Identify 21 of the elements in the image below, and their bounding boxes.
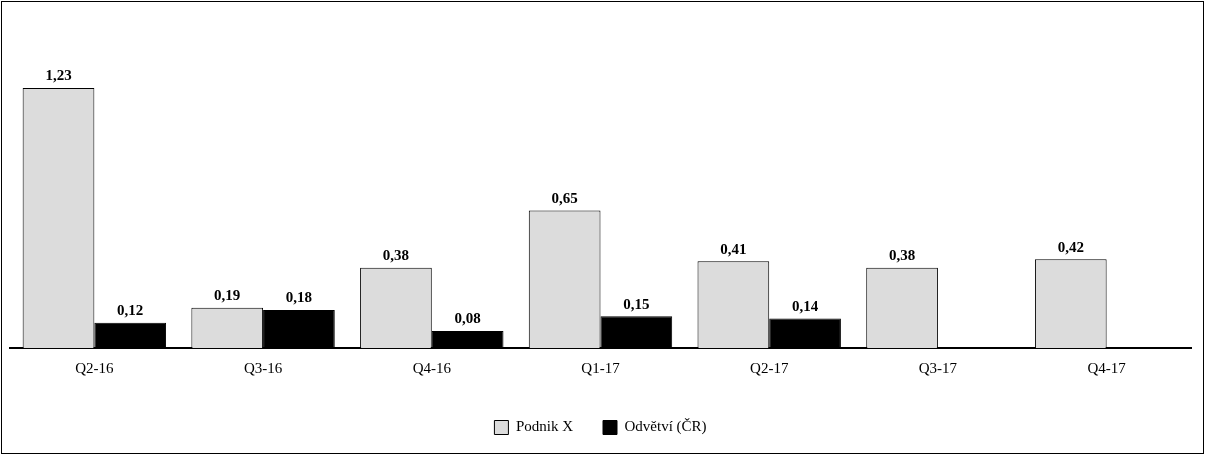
data-label: 0,18 xyxy=(285,289,313,306)
data-label: 0,41 xyxy=(720,240,747,257)
legend-label: Odvětví (ČR) xyxy=(624,418,707,436)
data-label: 0,38 xyxy=(888,247,916,264)
x-tick-label: Q2-17 xyxy=(750,359,789,376)
x-tick-label: Q4-17 xyxy=(1087,359,1127,376)
x-tick-label: Q2-16 xyxy=(75,359,115,376)
data-label: 0,14 xyxy=(791,297,819,314)
x-tick-label: Q3-16 xyxy=(243,359,283,376)
data-label: 1,23 xyxy=(45,67,72,84)
data-label: 0,19 xyxy=(214,287,241,304)
x-tick-label: Q4-16 xyxy=(412,359,452,376)
data-label: 0,12 xyxy=(117,302,144,318)
data-label: 0,38 xyxy=(382,247,410,264)
legend-label: Podnik X xyxy=(515,418,574,435)
data-label: 0,65 xyxy=(551,189,578,206)
x-tick-label: Q3-17 xyxy=(918,359,958,376)
data-label: 0,42 xyxy=(1057,238,1084,255)
x-tick-label: Q1-17 xyxy=(581,359,621,376)
data-label: 0,15 xyxy=(623,295,650,312)
data-label: 0,08 xyxy=(454,310,481,327)
